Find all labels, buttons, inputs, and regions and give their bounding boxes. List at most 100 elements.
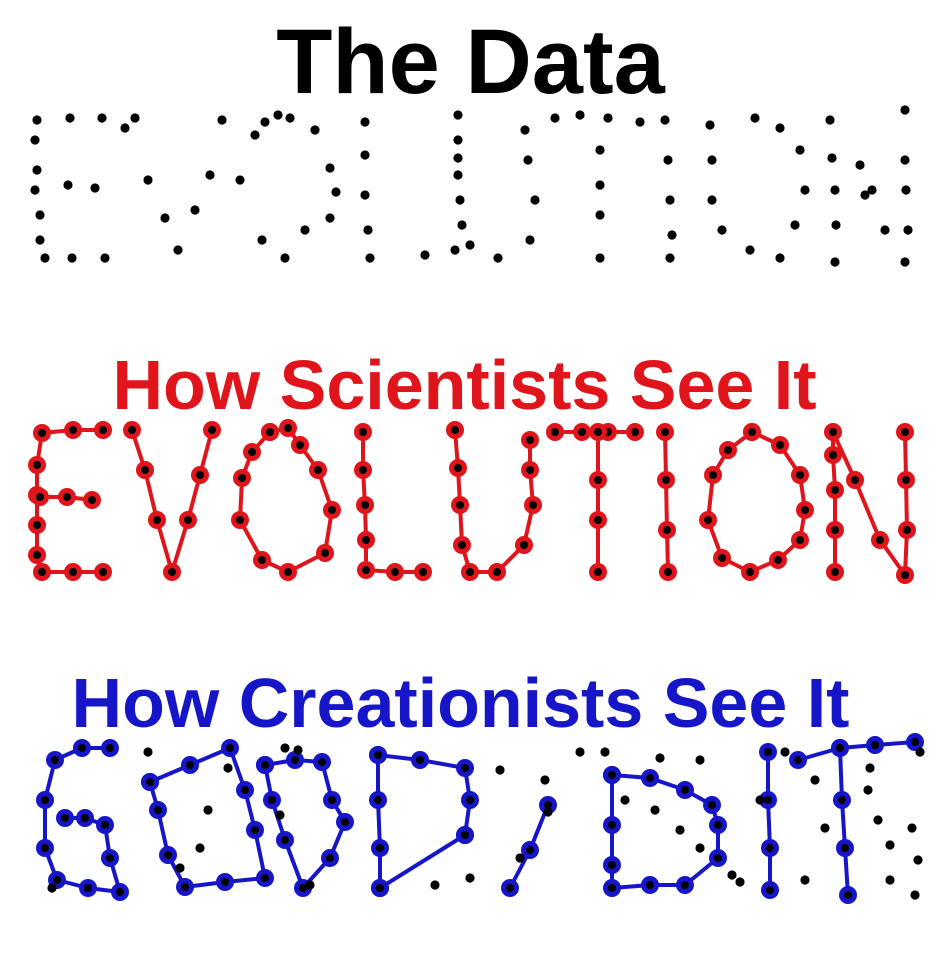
stray-dot xyxy=(727,870,737,880)
data-dot xyxy=(41,844,49,852)
data-dot xyxy=(461,831,469,839)
letter-u xyxy=(446,421,542,581)
stray-dot xyxy=(293,745,303,755)
data-dot xyxy=(764,748,772,756)
data-dot xyxy=(99,426,107,434)
data-dot xyxy=(284,424,292,432)
stray-dot xyxy=(695,755,705,765)
data-dot xyxy=(106,744,114,752)
connecting-line xyxy=(378,833,467,890)
data-dot xyxy=(453,110,463,120)
data-dot xyxy=(775,123,785,133)
data-dot xyxy=(38,429,46,437)
data-dot xyxy=(116,888,124,896)
data-dot xyxy=(173,245,183,255)
data-dot xyxy=(328,506,336,514)
connecting-line xyxy=(130,428,214,574)
letter-t xyxy=(546,423,644,581)
data-dot xyxy=(328,796,336,804)
data-dot xyxy=(829,451,837,459)
data-dot xyxy=(153,516,161,524)
stray-dot xyxy=(223,763,233,773)
data-dot xyxy=(33,461,41,469)
letter-d2 xyxy=(369,746,479,897)
data-dot xyxy=(41,796,49,804)
data-dot xyxy=(141,466,149,474)
data-dot xyxy=(876,536,884,544)
data-dot xyxy=(35,235,45,245)
data-dot xyxy=(867,185,877,195)
stray-dot xyxy=(675,825,685,835)
connecting-line xyxy=(610,773,720,890)
data-dot xyxy=(707,155,717,165)
stray-dot xyxy=(820,823,830,833)
stray-dot xyxy=(695,843,705,853)
stray-dot xyxy=(515,853,525,863)
data-dot xyxy=(774,556,782,564)
connecting-line xyxy=(453,428,535,574)
data-dot xyxy=(595,145,605,155)
data-dot xyxy=(831,526,839,534)
data-dot xyxy=(30,185,40,195)
data-dot xyxy=(705,120,715,130)
data-dot xyxy=(520,125,530,135)
stray-dot xyxy=(650,805,660,815)
data-dot xyxy=(745,245,755,255)
data-dot xyxy=(526,436,534,444)
data-dot xyxy=(266,428,274,436)
stray-dot xyxy=(810,775,820,785)
data-dot xyxy=(523,155,533,165)
data-dot xyxy=(360,190,370,200)
data-dot xyxy=(844,891,852,899)
data-dot xyxy=(831,568,839,576)
data-dot xyxy=(374,796,382,804)
data-dot xyxy=(830,185,840,195)
data-dot xyxy=(250,130,260,140)
letter-v xyxy=(123,421,221,581)
data-dot xyxy=(184,516,192,524)
data-dot xyxy=(101,821,109,829)
data-dot xyxy=(51,756,59,764)
data-dot xyxy=(360,150,370,160)
data-dot xyxy=(341,818,349,826)
data-dot xyxy=(595,253,605,263)
data-dot xyxy=(493,568,501,576)
stray-dot xyxy=(575,747,585,757)
data-dot xyxy=(331,187,341,197)
stray-dot xyxy=(495,765,505,775)
data-dot xyxy=(903,225,913,235)
data-dot xyxy=(635,117,645,127)
data-dot xyxy=(526,846,534,854)
data-dot xyxy=(241,786,249,794)
stray-dot xyxy=(755,795,765,805)
data-dot xyxy=(529,501,537,509)
data-dot xyxy=(391,568,399,576)
data-dot xyxy=(128,426,136,434)
data-dot xyxy=(168,568,176,576)
data-dot xyxy=(130,113,140,123)
data-dot xyxy=(90,183,100,193)
data-dot xyxy=(608,861,616,869)
data-dot xyxy=(97,113,107,123)
data-dot xyxy=(363,225,373,235)
data-dot xyxy=(544,801,552,809)
stray-dot xyxy=(913,855,923,865)
data-dot xyxy=(665,195,675,205)
stray-dot xyxy=(175,863,185,873)
data-dot xyxy=(663,526,671,534)
data-dot xyxy=(325,163,335,173)
letter-t xyxy=(789,733,924,904)
data-dot xyxy=(419,568,427,576)
stray-dot xyxy=(600,747,610,757)
data-dot xyxy=(38,568,46,576)
data-dot xyxy=(63,493,71,501)
data-dot xyxy=(164,851,172,859)
data-dot xyxy=(836,744,844,752)
letter-l xyxy=(354,423,432,581)
data-dot xyxy=(35,210,45,220)
data-dot xyxy=(714,854,722,862)
letter-i xyxy=(656,423,677,581)
scientists-heading: How Scientists See It xyxy=(112,346,817,424)
data-dot xyxy=(67,253,77,263)
